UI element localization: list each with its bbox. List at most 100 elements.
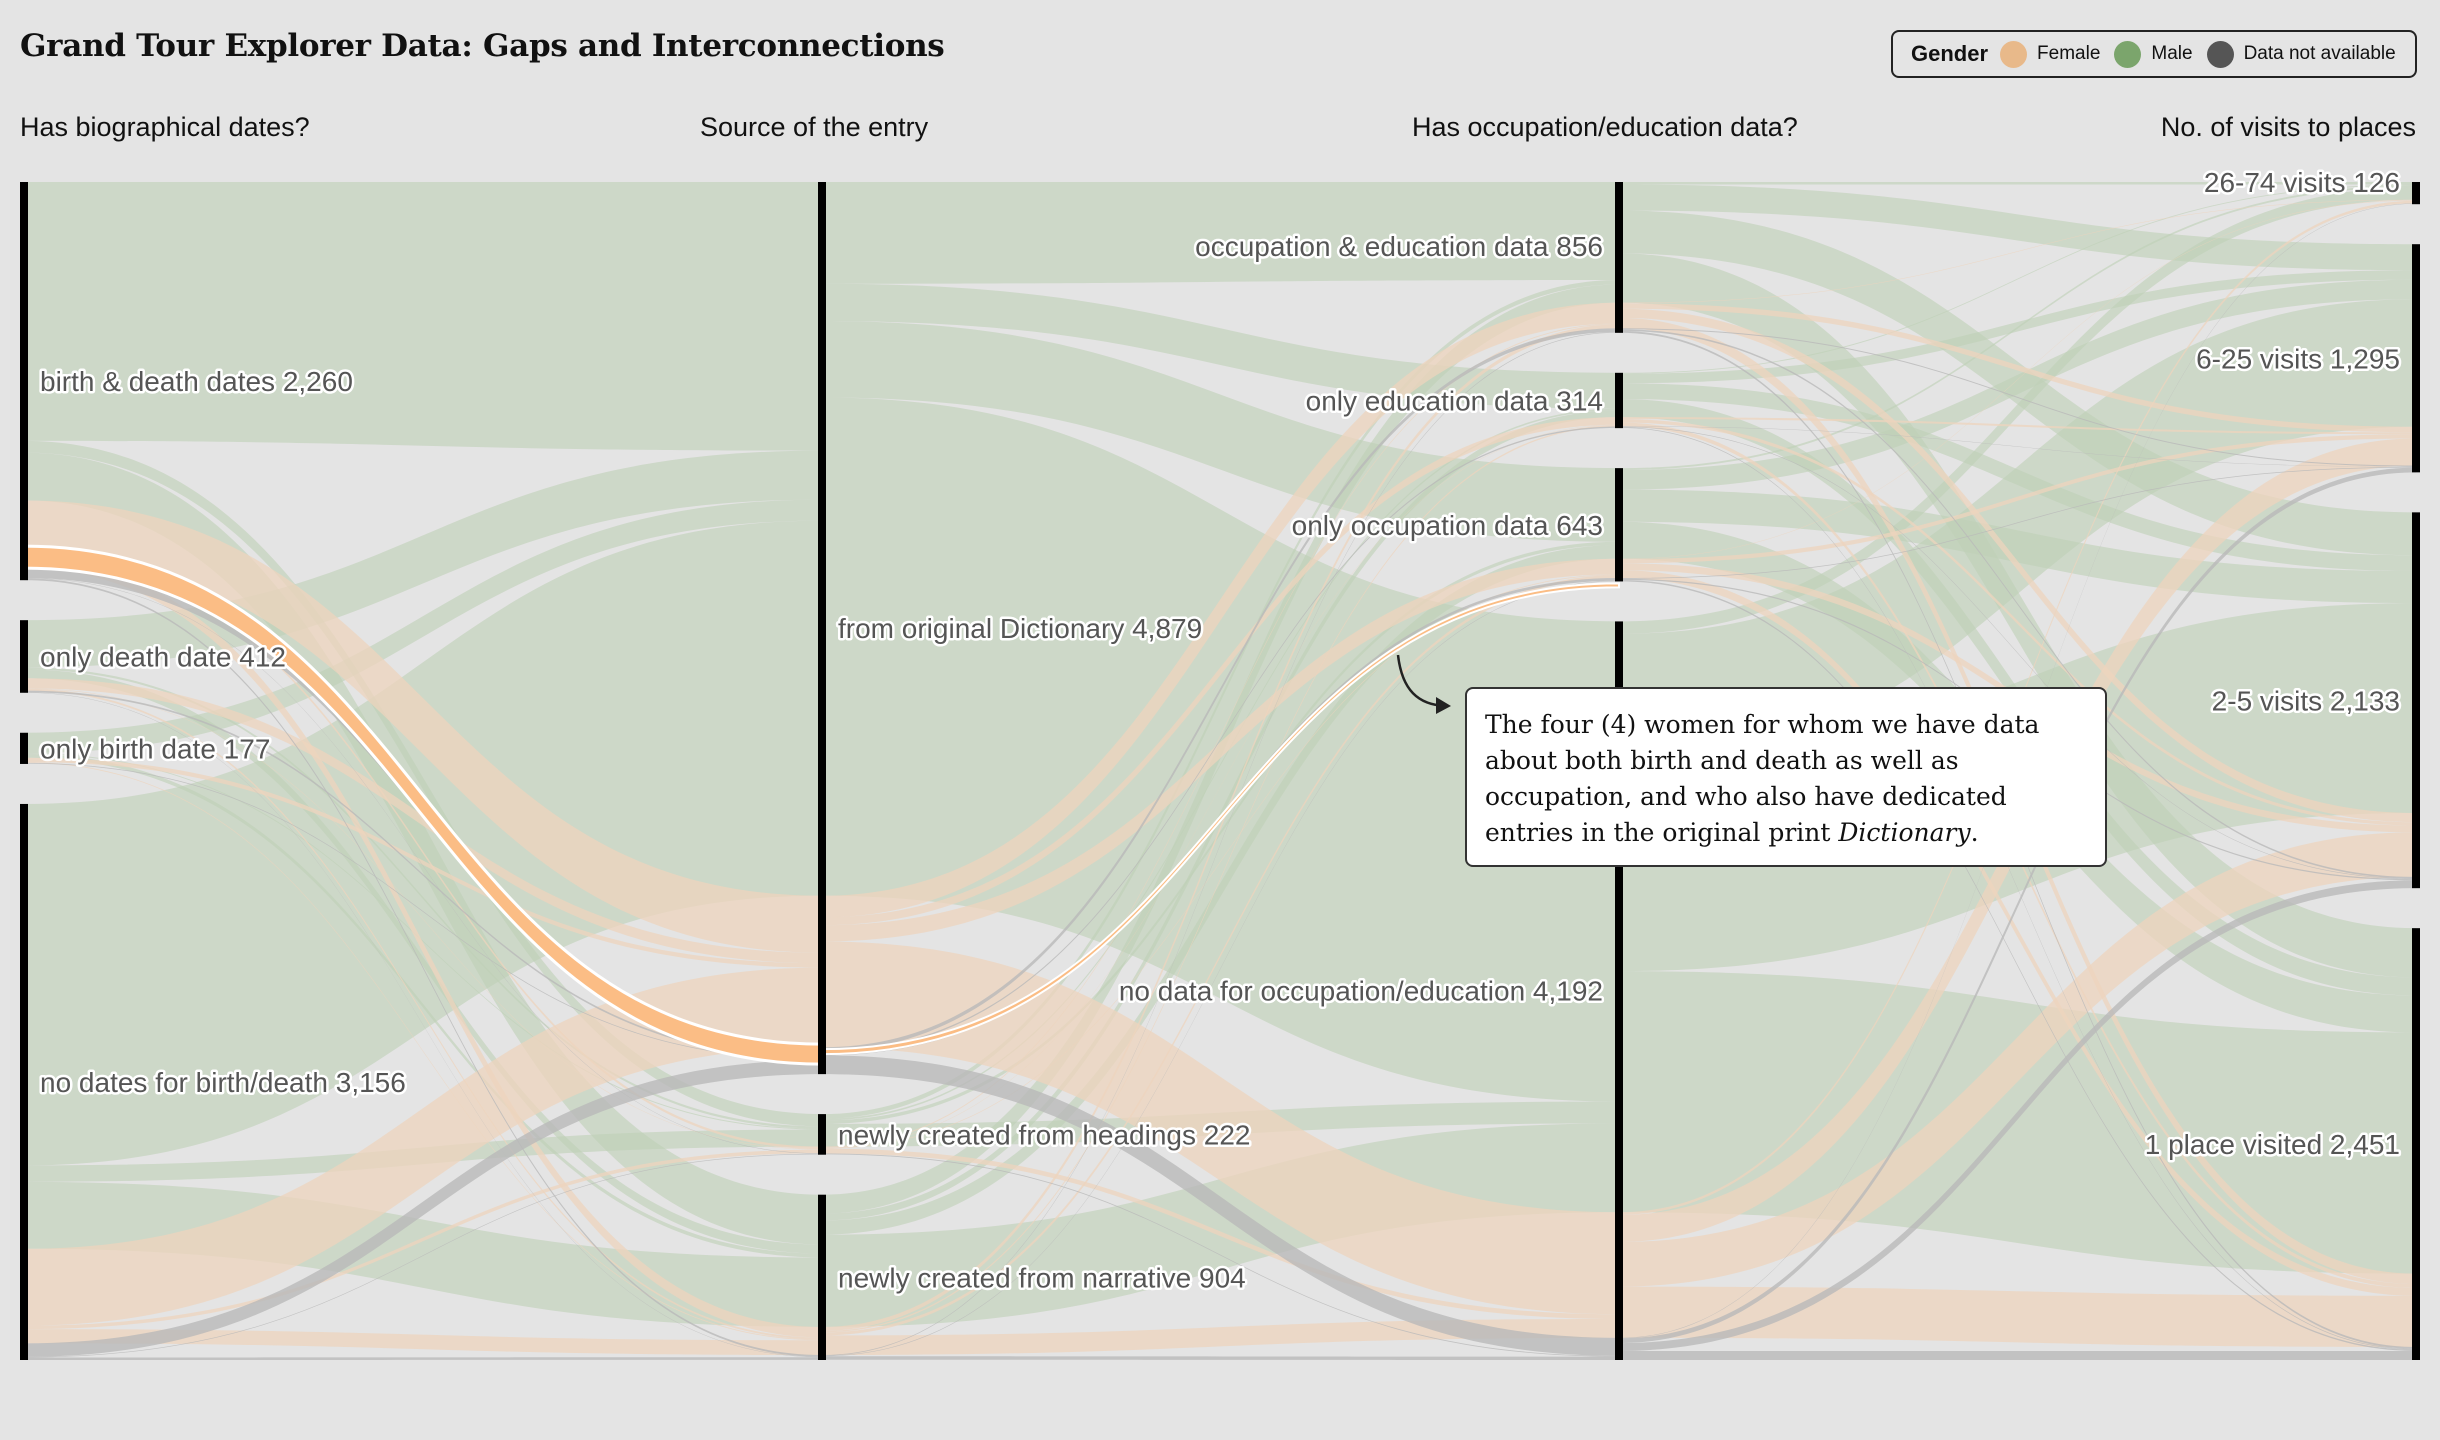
node-bar	[2412, 512, 2420, 889]
legend-swatch-female	[2000, 40, 2028, 68]
flow-band	[24, 762, 822, 1061]
flow-band	[822, 331, 1619, 1356]
node-label: only education data 314	[1306, 385, 1603, 416]
node-label: 2-5 visits 2,133	[2212, 685, 2400, 716]
axis-title-source: Source of the entry	[700, 112, 929, 142]
legend-label-female: Female	[2037, 43, 2101, 64]
node-bar	[20, 620, 28, 693]
flow-band	[822, 424, 1619, 1148]
flow-band	[24, 967, 822, 1326]
node-label: only death date 412	[40, 641, 286, 672]
highlight-band-2	[821, 582, 1620, 1056]
flow-band	[24, 688, 822, 1340]
flow-band	[24, 757, 822, 968]
flow-band	[822, 558, 1619, 942]
flow-band	[822, 425, 1619, 1333]
node-labels: birth & death dates 2,260 only death date…	[38, 165, 2403, 1296]
flow-band	[24, 1153, 822, 1358]
flow-band	[24, 577, 822, 1154]
flow-band	[24, 692, 822, 1358]
flow-band	[1619, 467, 2416, 1344]
node-label: newly created from headings 222	[838, 1119, 1250, 1150]
node-bar	[20, 803, 28, 1360]
legend-swatch-male	[2114, 40, 2142, 68]
node-bar	[1615, 621, 1623, 1360]
flow-band	[1619, 419, 2416, 826]
node-label: newly created from narrative 904	[838, 1262, 1246, 1293]
annotation-end: .	[1970, 818, 1979, 847]
flow-band	[822, 321, 1619, 542]
flow-band	[822, 1318, 1619, 1356]
legend: Gender Female Male Data not available	[1891, 30, 2417, 78]
flow-band	[1619, 270, 2416, 384]
flow-band	[1619, 417, 2416, 435]
flow-band	[1619, 184, 2416, 374]
flow-band	[1619, 1350, 2416, 1360]
flow-band	[822, 426, 1619, 1053]
flow-band	[822, 574, 1619, 1149]
flow-band	[822, 1356, 1619, 1360]
flow-band	[1619, 185, 2416, 471]
flow-band	[24, 1060, 822, 1357]
node-label: only birth date 177	[40, 733, 270, 764]
flow-band	[822, 575, 1619, 1336]
flow-band	[822, 1148, 1619, 1319]
flow-band	[1619, 200, 2416, 560]
flow-band	[822, 580, 1619, 1357]
flow-band	[24, 1357, 822, 1360]
annotation-callout: The four (4) women for whom we have data…	[1465, 687, 2107, 867]
flow-band	[24, 499, 822, 754]
flow-band	[1619, 1286, 2416, 1348]
node-bar	[818, 182, 826, 1075]
flow-band	[822, 417, 1619, 926]
flow-band	[822, 1055, 1619, 1356]
flow-band	[1619, 308, 2416, 823]
flow-band	[1619, 253, 2416, 978]
flow-band	[1619, 832, 2416, 1287]
node-bar	[1615, 182, 1623, 333]
flow-band	[1619, 570, 2416, 1296]
flow-band	[822, 328, 1619, 1052]
node-bar	[818, 1194, 826, 1360]
flow-band	[24, 555, 822, 1150]
node-label: from original Dictionary 4,879	[838, 613, 1202, 644]
flow-band	[24, 688, 822, 1150]
flow-band	[1619, 279, 2416, 490]
node-label: birth & death dates 2,260	[40, 366, 353, 397]
legend-label-male: Male	[2151, 43, 2193, 64]
flow-band	[822, 408, 1619, 1121]
flow-band	[822, 545, 1619, 1235]
node-bar	[1615, 372, 1623, 429]
axis-title-occupation: Has occupation/education data?	[1412, 112, 1798, 142]
flow-band	[822, 1123, 1619, 1327]
node-bar	[2412, 182, 2420, 205]
flow-band	[24, 182, 822, 451]
flow-band	[1619, 466, 2416, 579]
flow-band	[822, 323, 1619, 1148]
node-bar	[818, 1114, 826, 1155]
flow-band	[1619, 182, 2416, 185]
node-label: 1 place visited 2,451	[2145, 1129, 2400, 1160]
node-bar	[2412, 244, 2420, 473]
flow-band	[1619, 303, 2416, 433]
flow-band	[1619, 579, 2416, 1351]
flow-band	[1619, 328, 2416, 467]
axis-title-visits: No. of visits to places	[2160, 112, 2416, 142]
flow-band	[1619, 880, 2416, 1351]
flow-band	[822, 182, 1619, 284]
flow-band	[822, 541, 1619, 1124]
flow-band	[24, 500, 822, 953]
node-label: only occupation data 643	[1292, 510, 1603, 541]
flow-band	[24, 558, 822, 1338]
annotation-italic: Dictionary	[1838, 818, 1971, 847]
legend-title: Gender	[1911, 41, 1989, 66]
legend-label-unknown: Data not available	[2243, 43, 2396, 64]
legend-swatch-unknown	[2206, 40, 2234, 68]
flow-band	[1619, 426, 2416, 467]
axis-bars	[20, 182, 2420, 1360]
flow-band	[822, 941, 1619, 1315]
flow-band	[1619, 184, 2416, 271]
flow-band	[1619, 971, 2416, 1274]
node-label: occupation & education data 856	[1195, 231, 1603, 262]
flow-band	[24, 578, 822, 1357]
